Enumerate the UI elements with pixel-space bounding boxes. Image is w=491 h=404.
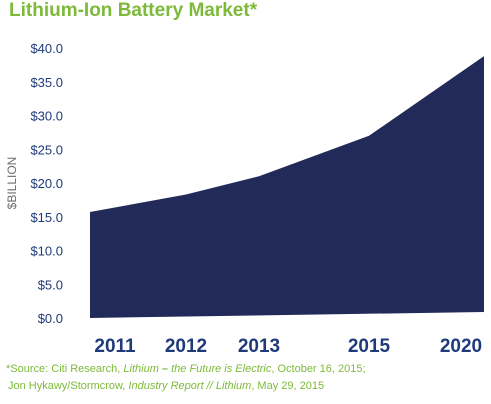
y-tick-label: $10.0 [30, 244, 63, 259]
y-tick-label: $30.0 [30, 109, 63, 124]
x-tick-label: 2012 [165, 336, 207, 357]
x-tick-label: 2011 [94, 336, 136, 357]
y-tick-label: $15.0 [30, 210, 63, 225]
source-dash: – [158, 363, 172, 375]
plot-area [90, 56, 484, 318]
source-line-2-suffix: , May 29, 2015 [251, 380, 325, 392]
y-axis-label: $BILLION [5, 157, 19, 210]
y-axis: $0.0 $5.0 $10.0 $15.0 $20.0 $25.0 $30.0 $35.0 $4… [30, 41, 63, 326]
y-tick-label: $40.0 [30, 41, 63, 56]
source-line-1-suffix: , October 16, 2015; [271, 363, 366, 375]
y-tick-label: $25.0 [30, 142, 63, 157]
area-series [90, 56, 484, 318]
source-line-1-prefix: *Source: Citi Research, [6, 363, 124, 375]
source-title-industry-report: Industry Report // Lithium [128, 380, 252, 392]
source-note: *Source: Citi Research, Lithium – the Fu… [6, 361, 366, 395]
source-title-lithium: Lithium [123, 363, 159, 375]
y-tick-label: $35.0 [30, 75, 63, 90]
source-line-2: Jon Hykawy/Stormcrow, Industry Report //… [6, 378, 366, 395]
source-title-future: the Future is Electric [171, 363, 272, 375]
source-line-1: *Source: Citi Research, Lithium – the Fu… [6, 361, 366, 378]
source-line-2-prefix: Jon Hykawy/Stormcrow, [8, 380, 129, 392]
chart-title: Lithium-Ion Battery Market* [9, 0, 258, 21]
x-axis: 2011 2012 2013 2015 2020 [94, 336, 482, 357]
y-tick-label: $20.0 [30, 176, 63, 191]
y-tick-label: $0.0 [38, 311, 63, 326]
y-tick-label: $5.0 [38, 277, 63, 292]
x-tick-label: 2015 [348, 336, 391, 357]
x-tick-label: 2013 [238, 336, 280, 357]
x-tick-label: 2020 [440, 336, 482, 357]
